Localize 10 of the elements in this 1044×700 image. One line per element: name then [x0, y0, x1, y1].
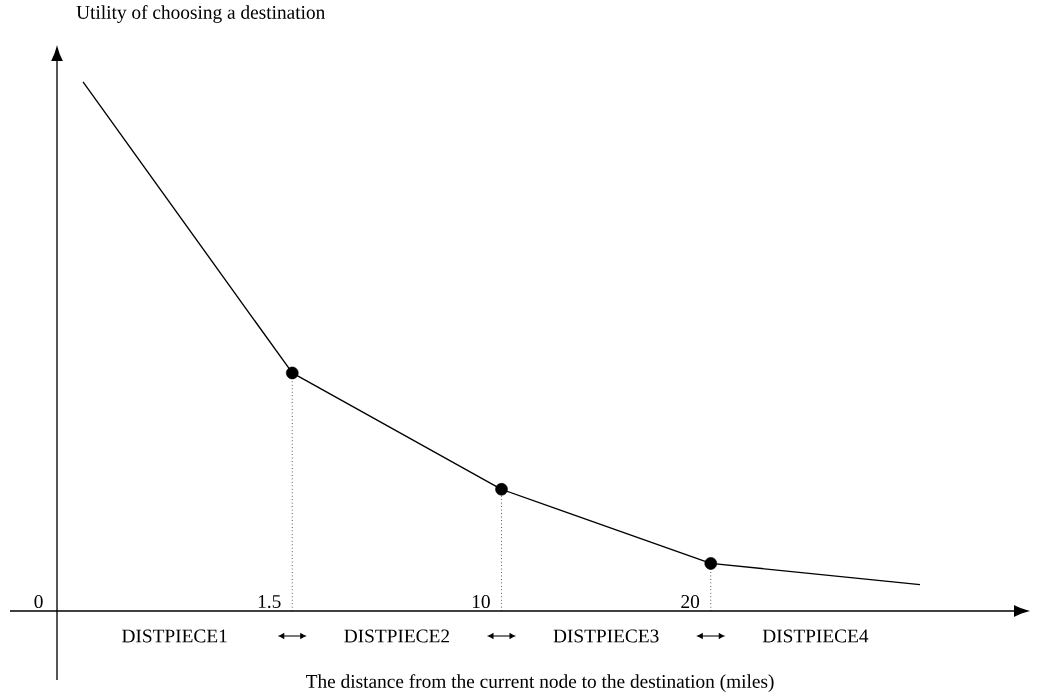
x-tick-label: 20: [681, 595, 700, 609]
annotation: 0: [34, 595, 43, 609]
text: DISTPIECE4: [762, 629, 869, 643]
text: DISTPIECE3: [553, 629, 659, 643]
text: DISTPIECE1: [122, 629, 227, 643]
x-axis-title: The distance from the current node to the destination (miles): [306, 674, 774, 692]
x-tick-label: 1.5: [258, 595, 281, 609]
x-tick-label: 10: [472, 595, 490, 609]
y-axis-title: Utility of choosing a destination: [76, 5, 325, 23]
text: DISTPIECE2: [344, 629, 449, 643]
